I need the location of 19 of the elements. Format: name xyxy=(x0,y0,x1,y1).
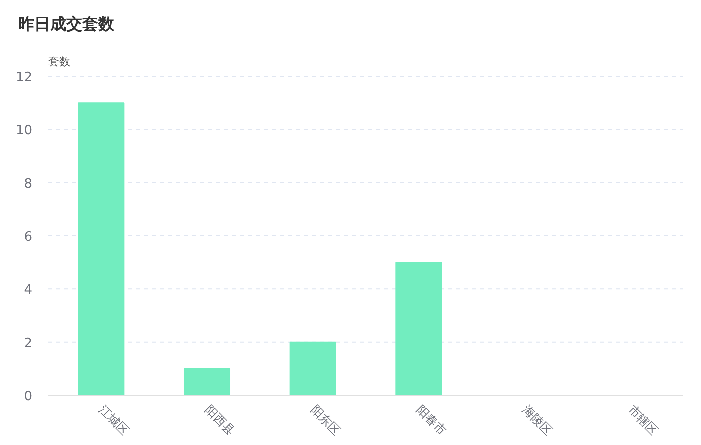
y-tick-label: 4 xyxy=(24,283,33,298)
x-tick-label: 阳春市 xyxy=(414,402,450,438)
y-tick-label: 8 xyxy=(24,176,33,192)
x-tick-label: 市辖区 xyxy=(626,402,661,438)
x-tick-label: 江城区 xyxy=(96,402,132,438)
chart-title: 昨日成交套数 xyxy=(18,14,116,34)
x-tick-label: 阳东区 xyxy=(308,402,344,438)
y-tick-label: 12 xyxy=(16,70,33,86)
bar xyxy=(78,102,125,396)
y-tick-label: 10 xyxy=(16,124,33,139)
y-axis-title: 套数 xyxy=(48,56,70,68)
x-tick-label: 阳西县 xyxy=(202,402,238,438)
bar xyxy=(184,368,231,396)
y-tick-label: 0 xyxy=(24,390,33,404)
bar xyxy=(396,262,442,396)
x-tick-label: 海陵区 xyxy=(520,402,556,438)
y-tick-label: 6 xyxy=(24,230,33,245)
y-tick-label: 2 xyxy=(24,336,33,352)
bar xyxy=(290,342,336,396)
